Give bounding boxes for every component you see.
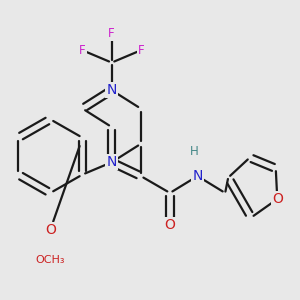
Text: F: F xyxy=(137,44,144,57)
Text: O: O xyxy=(45,223,56,237)
Text: OCH₃: OCH₃ xyxy=(36,255,65,266)
Text: N: N xyxy=(106,155,117,169)
Text: H: H xyxy=(190,145,199,158)
Text: O: O xyxy=(272,192,283,206)
Text: F: F xyxy=(108,27,115,40)
Text: F: F xyxy=(79,44,86,57)
Text: N: N xyxy=(192,169,203,183)
Text: N: N xyxy=(106,83,117,97)
Text: O: O xyxy=(164,218,175,232)
